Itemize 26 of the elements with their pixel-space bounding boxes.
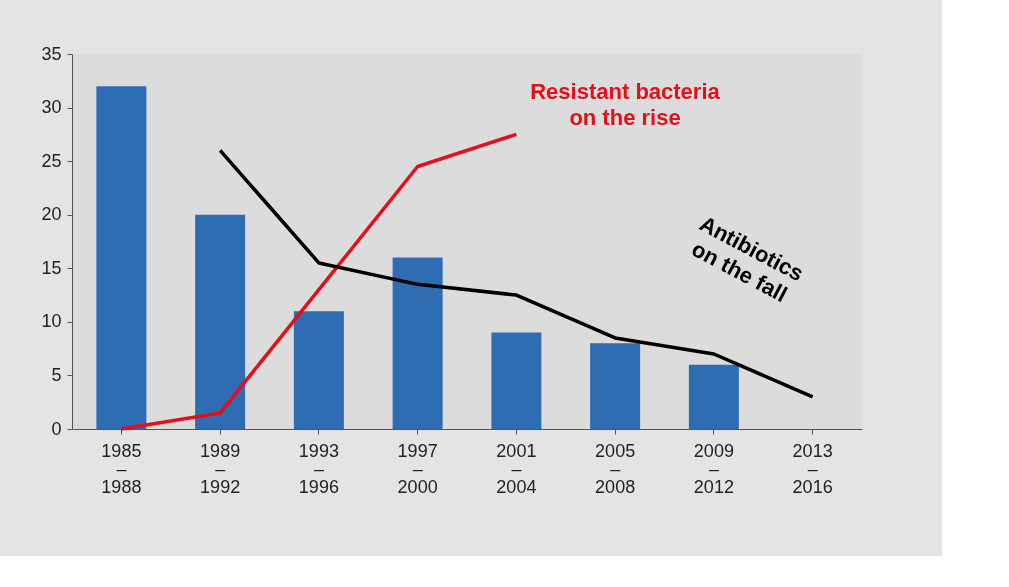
y-tick-label: 0	[51, 418, 62, 439]
line-series	[218, 148, 815, 399]
y-tick-label: 25	[41, 150, 62, 171]
y-tick-label: 15	[41, 257, 62, 278]
y-tick-label: 20	[41, 204, 62, 225]
y-tick-label: 30	[41, 97, 62, 118]
x-tick-label: 2001 – 2004	[496, 440, 537, 497]
bar	[293, 311, 344, 429]
bar	[96, 86, 147, 429]
bar	[392, 257, 443, 429]
x-tick-label: 2005 – 2008	[595, 440, 636, 497]
x-tick-label: 1993 – 1996	[298, 440, 339, 497]
x-tick-label: 1997 – 2000	[397, 440, 438, 497]
bar	[590, 343, 641, 429]
y-tick-label: 5	[51, 364, 62, 385]
y-tick-label: 35	[41, 43, 62, 64]
x-tick-label: 1985 – 1988	[101, 440, 142, 497]
annotation: Resistant bacteria on the rise	[530, 78, 721, 130]
y-tick-label: 10	[41, 311, 62, 332]
x-tick-label: 2009 – 2012	[693, 440, 734, 497]
bar	[195, 214, 246, 429]
x-tick-label: 1989 – 1992	[200, 440, 241, 497]
line-series	[119, 132, 519, 431]
x-tick-label: 2013 – 2016	[792, 440, 833, 497]
bar	[688, 364, 739, 429]
bar	[491, 332, 542, 429]
